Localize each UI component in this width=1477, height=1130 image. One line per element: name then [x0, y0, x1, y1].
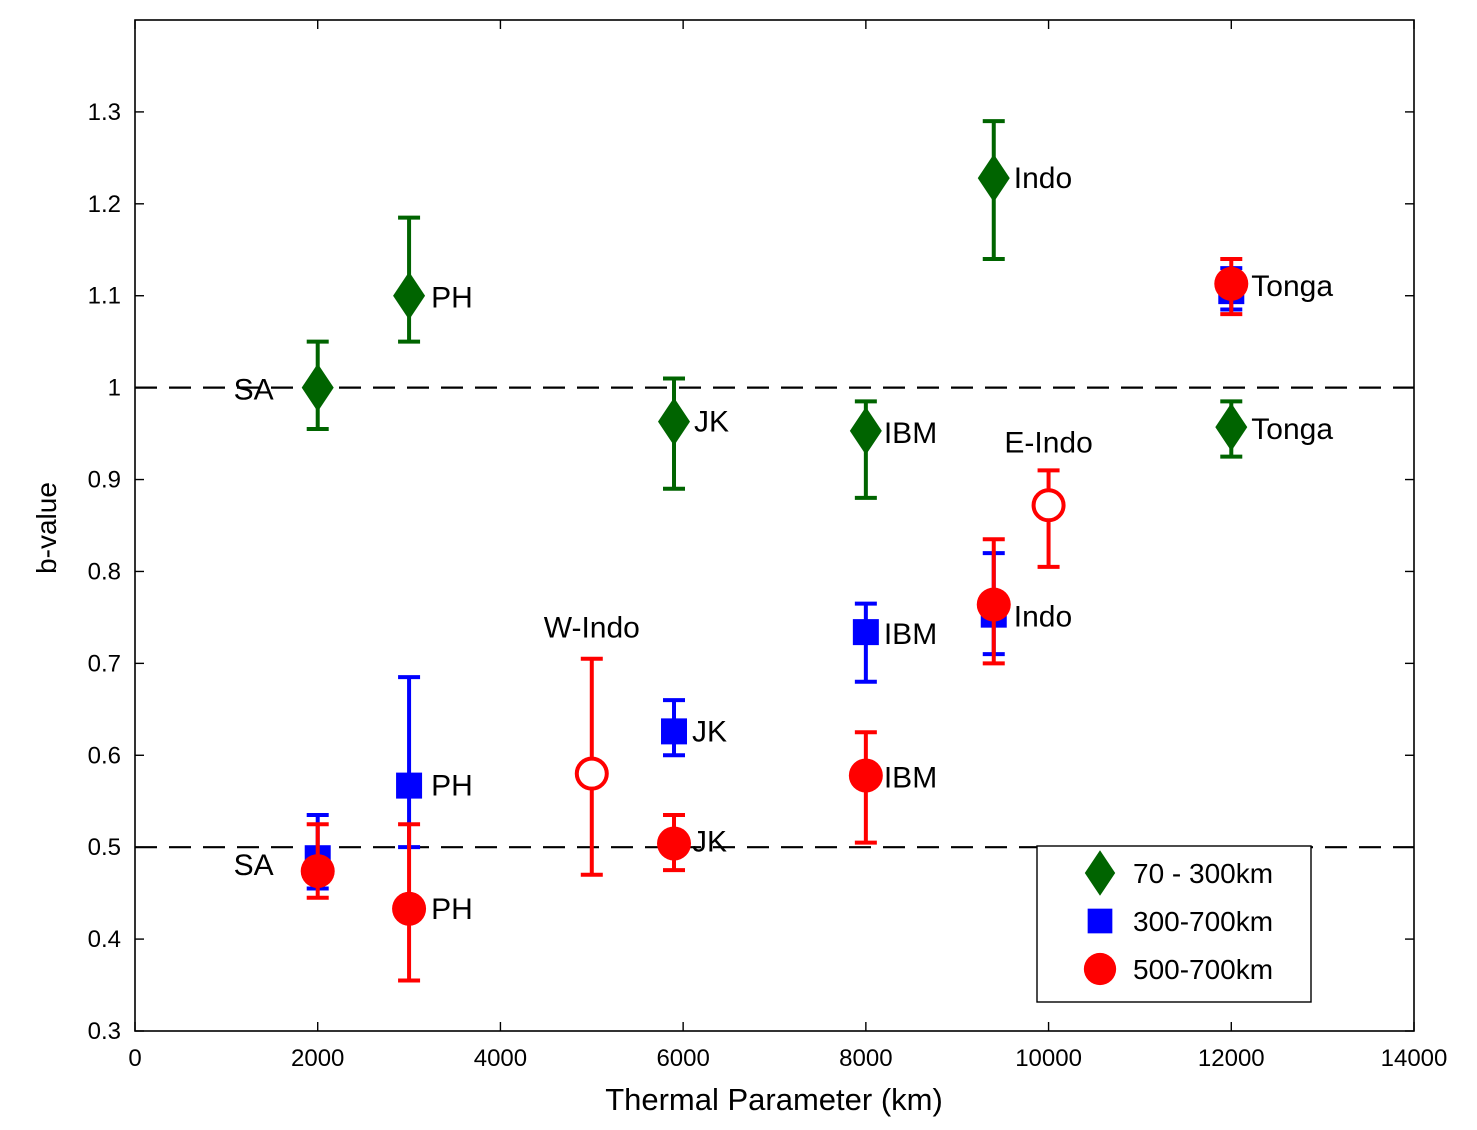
data-point: [849, 406, 882, 455]
data-point: [300, 854, 335, 889]
data-label: PH: [431, 282, 473, 315]
x-tick-label: 10000: [1015, 1045, 1082, 1072]
y-tick-label: 0.3: [88, 1018, 121, 1045]
data-label: JK: [692, 715, 727, 748]
legend-marker: [1084, 850, 1116, 896]
y-tick-label: 1: [108, 375, 121, 402]
data-label: Indo: [1014, 601, 1072, 634]
y-tick-label: 0.8: [88, 558, 121, 585]
axes: 0 2000 4000 6000 8000 10000 12000 14000 0.3 0.4 0.…: [88, 19, 1448, 1072]
data-point: [658, 397, 691, 446]
data-point: [848, 758, 883, 793]
x-tick-label: 14000: [1381, 1045, 1448, 1072]
legend-marker: [1083, 952, 1117, 986]
y-tick-label: 1.2: [88, 191, 121, 218]
data-label: Tonga: [1251, 413, 1333, 446]
data-label: W-Indo: [544, 612, 640, 645]
data-point: [661, 718, 688, 745]
x-axis-label: Thermal Parameter (km): [605, 1082, 943, 1117]
data-label: PH: [431, 770, 473, 803]
y-tick-label: 0.6: [88, 742, 121, 769]
y-tick-label: 0.9: [88, 467, 121, 494]
data-point: [1031, 488, 1066, 523]
data-label: IBM: [884, 761, 937, 794]
x-tick-label: 2000: [291, 1045, 344, 1072]
data-point: [574, 756, 609, 791]
data-point: [976, 587, 1011, 622]
data-label: PH: [431, 893, 473, 926]
x-tick-label: 12000: [1198, 1045, 1265, 1072]
data-label: IBM: [884, 417, 937, 450]
data-point: [657, 826, 692, 861]
series-2: SA PH JK IBM Tonga: [234, 256, 1333, 983]
legend-marker: [1087, 908, 1113, 934]
plot-area: SA PH JK IBM Indo Tonga PH JK IBM Indo SA PH JK IBM To…: [234, 119, 1333, 983]
y-tick-label: 1.3: [88, 99, 121, 126]
data-label: IBM: [884, 618, 937, 651]
x-tick-label: 4000: [474, 1045, 527, 1072]
series-0: SA PH JK IBM Indo Tonga: [234, 119, 1333, 500]
data-point: [977, 154, 1010, 203]
y-tick-label: 0.4: [88, 926, 121, 953]
data-label: Tonga: [1251, 270, 1333, 303]
data-label: E-Indo: [1004, 426, 1092, 459]
data-point: [1214, 266, 1249, 301]
data-label: Indo: [1014, 162, 1072, 195]
x-tick-label: 6000: [656, 1045, 709, 1072]
series-3: W-Indo E-Indo: [544, 426, 1093, 877]
legend: 70 - 300km 300-700km 500-700km: [1036, 845, 1312, 1003]
data-point: [392, 891, 427, 926]
y-tick-label: 0.5: [88, 834, 121, 861]
data-point: [393, 271, 426, 320]
data-label: JK: [692, 826, 727, 859]
y-tick-label: 0.7: [88, 650, 121, 677]
legend-label: 500-700km: [1133, 954, 1273, 985]
data-point: [1215, 403, 1248, 452]
data-point: [301, 363, 334, 412]
data-label: JK: [694, 406, 729, 439]
x-tick-label: 0: [128, 1045, 141, 1072]
data-label: SA: [234, 849, 274, 882]
y-tick-label: 1.1: [88, 283, 121, 310]
data-point: [396, 772, 423, 799]
y-axis-label: b-value: [31, 482, 62, 574]
legend-label: 70 - 300km: [1133, 858, 1273, 889]
data-point: [852, 619, 879, 646]
legend-label: 300-700km: [1133, 906, 1273, 937]
legend-box: [1036, 845, 1312, 1003]
data-label: SA: [234, 374, 274, 407]
axes-frame: [134, 19, 1415, 1032]
x-tick-label: 8000: [839, 1045, 892, 1072]
